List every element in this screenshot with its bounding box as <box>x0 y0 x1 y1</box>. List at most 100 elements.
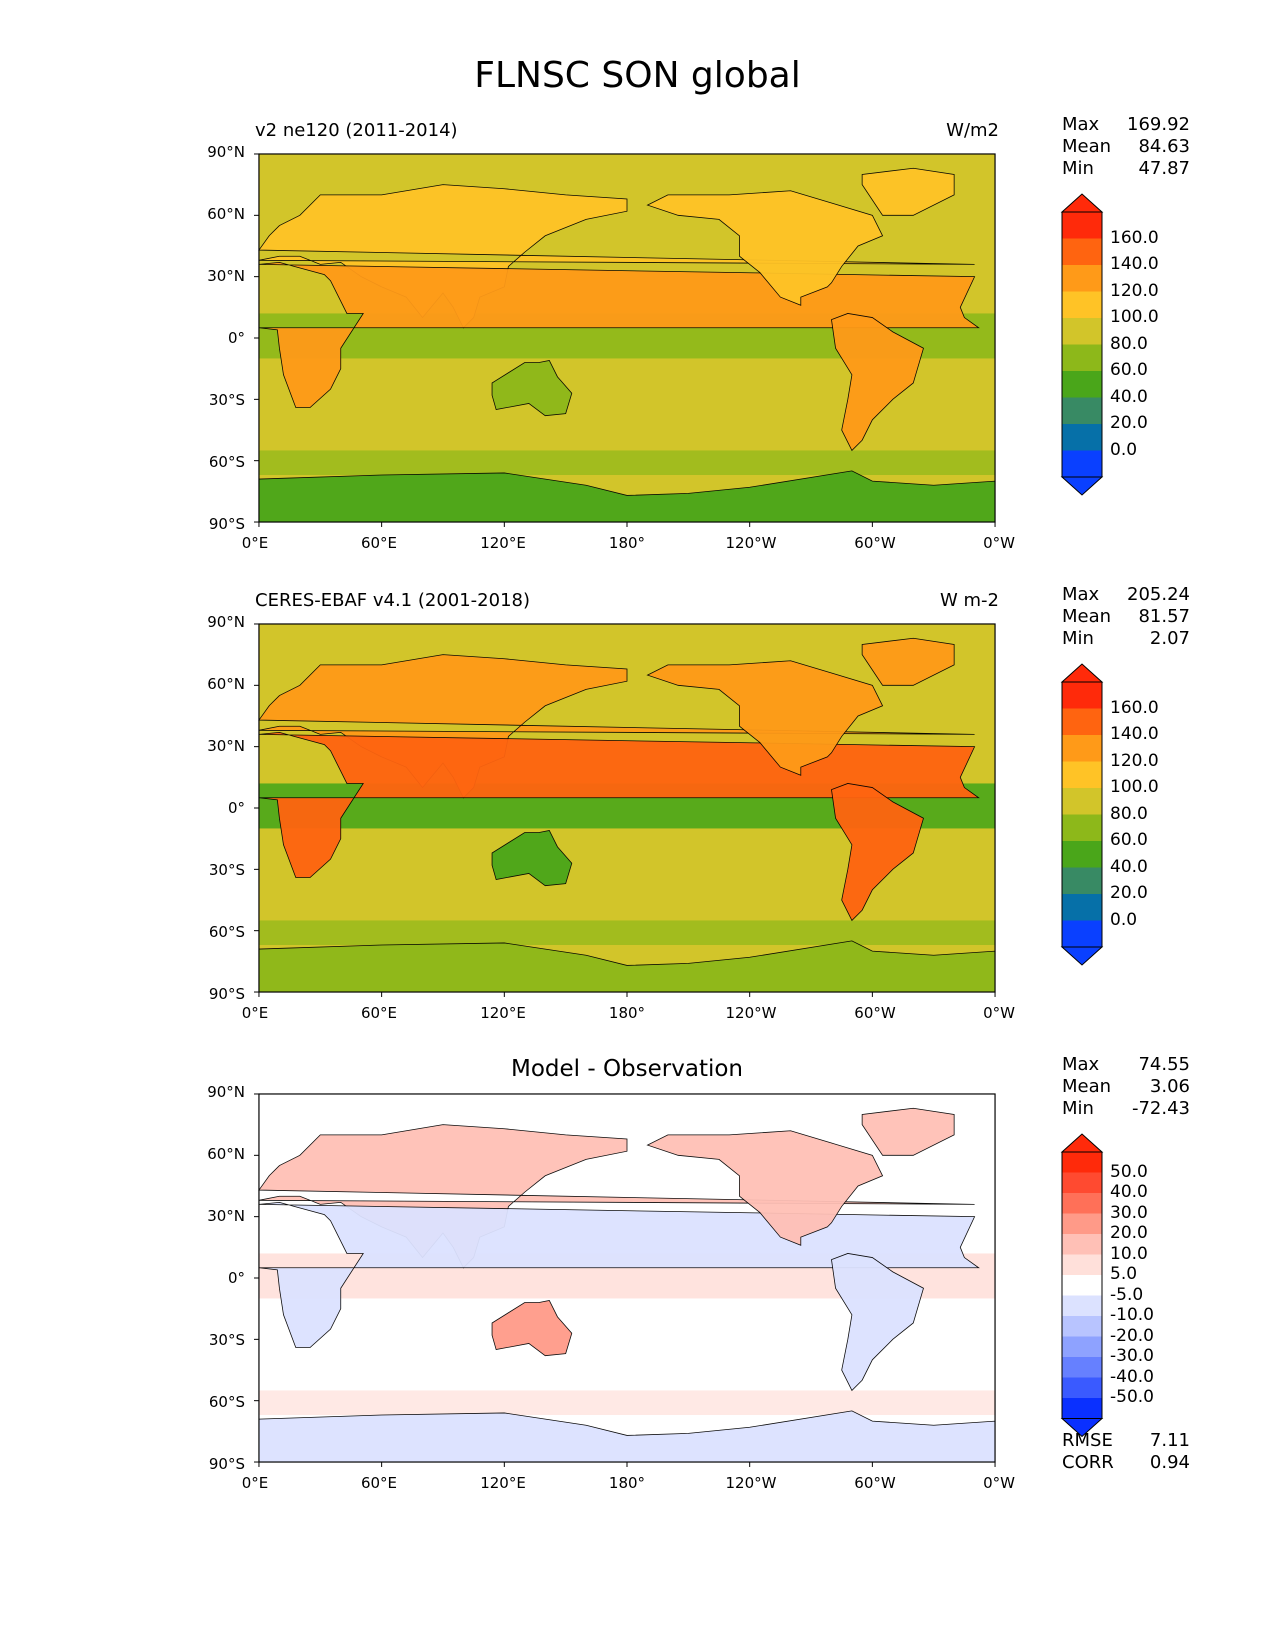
mean-value: 3.06 <box>1149 1076 1190 1097</box>
map-svg <box>254 153 996 527</box>
colorbar-top-extend <box>1060 663 1104 683</box>
colorbar-tick-label: 20.0 <box>1110 1223 1148 1243</box>
x-tick-label: 0°W <box>983 1474 1015 1492</box>
colorbar-tick-label: 40.0 <box>1110 386 1148 407</box>
landmass-australia <box>491 360 573 417</box>
x-tick-label: 60°W <box>854 1474 896 1492</box>
colorbar-segment <box>1062 1295 1102 1316</box>
colorbar-frame <box>1061 211 1103 478</box>
max-label: Max <box>1062 114 1100 135</box>
colorbar-top-extend <box>1060 1133 1104 1153</box>
landmass-australia <box>491 1300 573 1357</box>
colorbar-segment <box>1062 371 1102 398</box>
colorbar-tick-label: -40.0 <box>1110 1366 1154 1387</box>
min-label: Min <box>1062 158 1094 179</box>
colorbar-segment <box>1062 841 1102 868</box>
y-tick-label: 0° <box>227 799 245 817</box>
x-tick-label: 60°E <box>360 1474 398 1492</box>
x-tick-label: 0°E <box>241 1004 269 1022</box>
panel-model: v2 ne120 (2011-2014) W/m2 0°E 60°E 120°E 18… <box>0 114 1275 580</box>
southern-band <box>258 450 996 475</box>
panel-center-title: Model - Observation <box>510 1056 744 1082</box>
y-tick-label: 0° <box>227 329 245 347</box>
colorbar-segment <box>1062 265 1102 292</box>
panel-units-label: W/m2 <box>946 120 999 141</box>
x-tick-label: 120°W <box>725 1474 777 1492</box>
landmass-south-america <box>831 783 924 922</box>
colorbar-segment <box>1062 894 1102 921</box>
colorbar-tick-label: 30.0 <box>1110 1202 1148 1223</box>
colorbar-tick-label: -30.0 <box>1110 1346 1154 1366</box>
colorbar-tick-label: 160.0 <box>1110 227 1159 248</box>
max-label: Max <box>1062 1054 1100 1075</box>
colorbar-top-extend <box>1060 193 1104 213</box>
colorbar-segment <box>1062 1172 1102 1193</box>
colorbar-segment <box>1062 788 1102 815</box>
x-tick-label: 0°E <box>241 1474 269 1492</box>
map-frame <box>258 1093 996 1463</box>
y-tick-label: 60°N <box>207 205 245 223</box>
y-tick-label: 0° <box>227 1269 245 1287</box>
landmass-greenland <box>861 637 955 686</box>
colorbar-tick-label: 60.0 <box>1110 360 1148 380</box>
map-difference: 0°E 60°E 120°E 180° 120°W 60°W 0°W 90°N 60°N 30°N… <box>207 1083 1015 1492</box>
y-tick-label: 90°N <box>207 613 245 631</box>
x-tick-label: 120°E <box>480 1004 526 1022</box>
panel-observation: CERES-EBAF v4.1 (2001-2018) W m-2 0°E 60°… <box>0 584 1275 1050</box>
landmass-south-america <box>831 313 924 452</box>
colorbar: 50.0 40.0 30.0 20.0 10.0 5.0 -5.0 -10.0 -20.0 -30… <box>1060 1132 1154 1443</box>
x-tick-label: 0°W <box>983 534 1015 552</box>
landmass-greenland <box>861 167 955 216</box>
y-tick-label: 30°N <box>207 737 245 755</box>
colorbar-svg <box>1060 193 1104 496</box>
x-tick-label: 60°E <box>360 534 398 552</box>
colorbar: 160.0 140.0 120.0 100.0 80.0 60.0 40.0 20.0 0.0 <box>1060 192 1159 501</box>
max-value: 74.55 <box>1138 1054 1190 1075</box>
y-tick-label: 90°N <box>207 1083 245 1101</box>
mean-value: 84.63 <box>1138 136 1190 157</box>
colorbar-segment <box>1062 450 1102 477</box>
x-tick-label: 120°W <box>725 534 777 552</box>
y-tick-label: 60°N <box>207 1145 245 1163</box>
x-tick-label: 0°W <box>983 1004 1015 1022</box>
colorbar-segment <box>1062 682 1102 709</box>
colorbar-tick-label: 5.0 <box>1110 1264 1138 1284</box>
colorbar-frame <box>1061 1151 1103 1419</box>
min-value: 47.87 <box>1138 158 1190 179</box>
x-tick-label: 180° <box>608 1474 646 1492</box>
colorbar-svg <box>1060 1133 1104 1438</box>
colorbar-segment <box>1062 761 1102 788</box>
max-label: Max <box>1062 584 1100 605</box>
colorbar-tick-label: 40.0 <box>1110 856 1148 877</box>
x-tick-label: 60°E <box>360 1004 398 1022</box>
colorbar-tick-label: 100.0 <box>1110 777 1159 797</box>
colorbar-segment <box>1062 1193 1102 1214</box>
colorbar-segment <box>1062 920 1102 947</box>
stats-box: Max 205.24 Mean 81.57 Min 2.07 <box>1062 584 1190 650</box>
colorbar-tick-label: 140.0 <box>1110 724 1159 744</box>
x-tick-label: 120°E <box>480 534 526 552</box>
colorbar-segment <box>1062 735 1102 762</box>
colorbar-segment <box>1062 397 1102 424</box>
colorbar-tick-label: 0.0 <box>1110 909 1138 930</box>
colorbar-segment <box>1062 1357 1102 1378</box>
min-label: Min <box>1062 1098 1094 1119</box>
map-model: 0°E 60°E 120°E 180° 120°W 60°W 0°W 90°N 60°N 30°N… <box>207 143 1015 552</box>
colorbar-segment <box>1062 1234 1102 1255</box>
colorbar-segment <box>1062 291 1102 318</box>
colorbar-segment <box>1062 212 1102 239</box>
corr-label: CORR <box>1062 1452 1114 1473</box>
rmse-value: 7.11 <box>1149 1430 1190 1451</box>
y-tick-label: 90°S <box>208 985 245 1003</box>
southern-band <box>258 1390 996 1415</box>
colorbar-segment <box>1062 1336 1102 1357</box>
corr-value: 0.94 <box>1149 1452 1190 1473</box>
figure-title: FLNSC SON global <box>474 55 801 96</box>
panel-left-label: v2 ne120 (2011-2014) <box>255 120 458 141</box>
y-tick-label: 60°N <box>207 675 245 693</box>
colorbar-segment <box>1062 424 1102 451</box>
colorbar-segment <box>1062 1316 1102 1337</box>
min-value: 2.07 <box>1149 628 1190 649</box>
y-tick-label: 30°S <box>208 1331 245 1349</box>
landmass-north-america <box>646 1130 884 1246</box>
